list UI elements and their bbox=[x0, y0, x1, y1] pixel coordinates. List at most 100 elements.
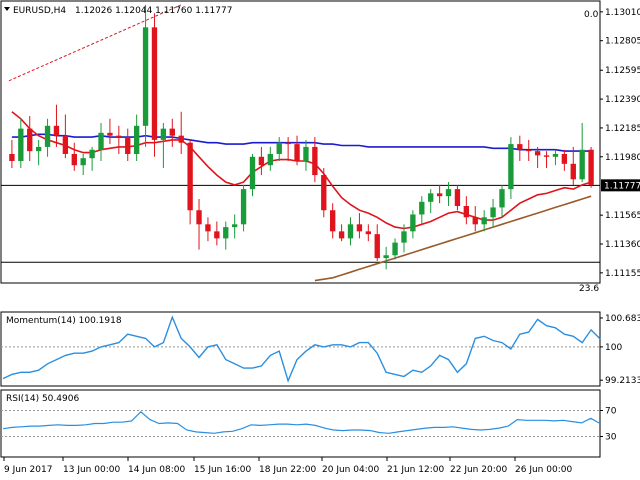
candle-body bbox=[249, 156, 256, 190]
candle-body bbox=[27, 128, 33, 152]
candle-body bbox=[383, 255, 389, 259]
momentum-tick-label: 99.2133 bbox=[605, 376, 640, 386]
rsi-layer bbox=[1, 410, 601, 437]
axis-layer: 1.13010 1.12805 1.12595 1.12390 1.12185 1.119… bbox=[3, 8, 640, 475]
candle-body bbox=[321, 175, 327, 211]
candle-body bbox=[18, 128, 24, 161]
candle-body bbox=[214, 231, 220, 239]
candle-body bbox=[276, 142, 282, 154]
candle-body bbox=[499, 189, 505, 208]
time-tick-label: 13 Jun 00:00 bbox=[63, 465, 120, 475]
candle-body bbox=[490, 207, 496, 218]
price-tick-label: 1.12805 bbox=[605, 37, 640, 47]
candle-body bbox=[374, 234, 380, 259]
moving-average-red bbox=[11, 111, 592, 230]
price-tick-label: 1.11360 bbox=[605, 240, 640, 250]
dropdown-triangle-icon[interactable] bbox=[4, 7, 10, 11]
candle-body bbox=[365, 231, 372, 235]
price-tick-label: 1.13010 bbox=[605, 8, 640, 18]
price-tick-label: 1.12595 bbox=[605, 66, 640, 76]
time-tick-label: 9 Jun 2017 bbox=[4, 465, 52, 475]
time-tick-label: 26 Jun 00:00 bbox=[515, 465, 572, 475]
candle-body bbox=[436, 193, 443, 197]
candle-body bbox=[151, 27, 158, 140]
candle-body bbox=[223, 227, 229, 239]
time-tick-label: 22 Jun 20:00 bbox=[450, 465, 507, 475]
candle-body bbox=[258, 156, 265, 166]
ohlc-values: 1.12026 1.12044 1.11760 1.11777 bbox=[75, 6, 232, 16]
candle-body bbox=[303, 146, 309, 161]
price-layer bbox=[1, 4, 600, 282]
fib-zero-label: 0.0 bbox=[584, 10, 599, 20]
current-price-box bbox=[601, 179, 640, 192]
candle-body bbox=[543, 155, 550, 157]
moving-average-brown bbox=[314, 195, 592, 282]
candle-body bbox=[89, 149, 95, 159]
candle-body bbox=[71, 153, 77, 166]
candle-body bbox=[579, 149, 585, 180]
candle-body bbox=[526, 149, 532, 152]
main-panel-frame bbox=[0, 0, 601, 284]
candle-body bbox=[419, 201, 425, 215]
time-tick-label: 21 Jun 12:00 bbox=[387, 465, 444, 475]
candle-body bbox=[285, 142, 291, 145]
candle-body bbox=[196, 210, 202, 225]
candle-body bbox=[588, 149, 594, 185]
candle-body bbox=[231, 224, 238, 228]
fib-level-label: 23.6 bbox=[579, 284, 599, 294]
candle-body bbox=[142, 27, 149, 126]
candle-body bbox=[330, 210, 336, 232]
candle-body bbox=[107, 132, 113, 136]
candle-body bbox=[517, 144, 523, 150]
candle-body bbox=[178, 135, 184, 143]
candle-body bbox=[80, 158, 86, 166]
candle-body bbox=[338, 231, 345, 239]
candle-body bbox=[187, 142, 193, 211]
time-tick-label: 20 Jun 04:00 bbox=[322, 465, 379, 475]
momentum-tick-label: 100 bbox=[605, 343, 622, 353]
candle-body bbox=[561, 153, 568, 164]
candle-body bbox=[347, 224, 354, 239]
candle-body bbox=[463, 206, 470, 218]
candle-body bbox=[133, 125, 140, 154]
symbol-timeframe: EURUSD,H4 bbox=[13, 6, 66, 16]
price-tick-label: 1.12390 bbox=[605, 95, 640, 105]
candle-body bbox=[428, 193, 434, 202]
candle-body bbox=[534, 151, 541, 156]
momentum-line bbox=[2, 315, 601, 383]
momentum-layer bbox=[1, 315, 601, 383]
price-tick-label: 1.12185 bbox=[605, 124, 640, 134]
candle-body bbox=[205, 224, 211, 232]
candle-body bbox=[392, 242, 398, 256]
candle-body bbox=[160, 128, 167, 140]
candle-body bbox=[401, 231, 407, 243]
time-tick-label: 15 Jun 16:00 bbox=[194, 465, 251, 475]
momentum-title: Momentum(14) 100.1918 bbox=[6, 316, 122, 326]
candle-body bbox=[240, 189, 247, 225]
candle-body bbox=[98, 132, 104, 150]
candle-body bbox=[62, 135, 69, 154]
candle-body bbox=[481, 217, 487, 225]
time-tick-label: 14 Jun 08:00 bbox=[128, 465, 185, 475]
candle-body bbox=[116, 135, 122, 138]
candle-body bbox=[570, 163, 576, 180]
candle-body bbox=[125, 137, 131, 154]
candle-body bbox=[454, 189, 461, 207]
candle-body bbox=[410, 214, 416, 232]
candle-body bbox=[552, 153, 559, 157]
rsi-tick-label: 70 bbox=[605, 407, 617, 417]
price-tick-label: 1.11980 bbox=[605, 153, 640, 163]
momentum-panel-frame bbox=[0, 311, 601, 387]
current-price-label: 1.11777 bbox=[604, 181, 640, 191]
candle-body bbox=[44, 125, 51, 147]
candle-body bbox=[53, 125, 60, 136]
trend-line bbox=[8, 4, 182, 82]
candle-body bbox=[312, 146, 318, 176]
candle-body bbox=[356, 224, 363, 232]
candle-body bbox=[267, 153, 273, 166]
rsi-tick-label: 30 bbox=[605, 433, 617, 443]
rsi-line bbox=[2, 410, 601, 434]
price-tick-label: 1.11155 bbox=[605, 269, 640, 279]
